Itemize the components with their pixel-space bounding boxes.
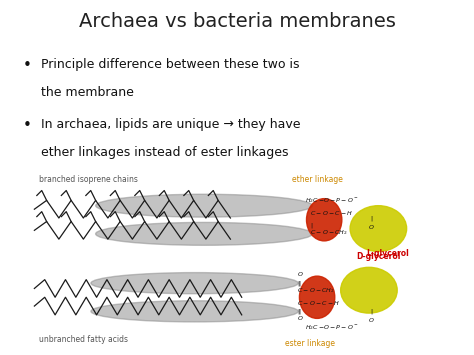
Text: $O$: $O$ bbox=[297, 315, 303, 322]
Ellipse shape bbox=[307, 199, 342, 241]
Text: branched isoprene chains: branched isoprene chains bbox=[39, 175, 138, 184]
Text: $|$: $|$ bbox=[370, 213, 373, 223]
Text: $O$: $O$ bbox=[368, 223, 374, 231]
Ellipse shape bbox=[96, 194, 312, 217]
Ellipse shape bbox=[300, 276, 335, 318]
Text: $\|$: $\|$ bbox=[297, 307, 301, 316]
Text: ester linkage: ester linkage bbox=[285, 339, 335, 348]
Text: $|$: $|$ bbox=[310, 220, 313, 230]
Ellipse shape bbox=[350, 206, 407, 251]
Text: ether linkage: ether linkage bbox=[292, 175, 343, 184]
Text: $|$: $|$ bbox=[370, 307, 373, 316]
Text: L-glycerol: L-glycerol bbox=[366, 249, 409, 258]
Text: $C-O-C-H$: $C-O-C-H$ bbox=[297, 299, 340, 306]
Text: $C-O-CH_2$: $C-O-CH_2$ bbox=[310, 228, 348, 236]
Text: $-O-P-O^-$: $-O-P-O^-$ bbox=[318, 323, 359, 331]
Text: $C-O-C-H$: $C-O-C-H$ bbox=[310, 209, 353, 217]
Text: ether linkages instead of ester linkages: ether linkages instead of ester linkages bbox=[41, 146, 289, 159]
Text: Archaea vs bacteria membranes: Archaea vs bacteria membranes bbox=[79, 12, 395, 31]
Ellipse shape bbox=[96, 223, 312, 245]
Text: •: • bbox=[23, 58, 31, 73]
Ellipse shape bbox=[91, 273, 298, 294]
Text: $O$: $O$ bbox=[297, 271, 303, 278]
Text: Principle difference between these two is: Principle difference between these two i… bbox=[41, 58, 300, 71]
Text: the membrane: the membrane bbox=[41, 86, 134, 99]
Text: $-O-P-O^-$: $-O-P-O^-$ bbox=[318, 196, 359, 204]
Text: $O$: $O$ bbox=[368, 316, 374, 324]
Text: D-glycerol: D-glycerol bbox=[356, 252, 401, 261]
Text: •: • bbox=[23, 118, 31, 133]
Text: $H_2C$: $H_2C$ bbox=[305, 196, 319, 205]
Text: In archaea, lipids are unique → they have: In archaea, lipids are unique → they hav… bbox=[41, 118, 301, 131]
Text: $\|$: $\|$ bbox=[297, 279, 301, 288]
Ellipse shape bbox=[341, 267, 397, 313]
Text: $C-O-CH_2$: $C-O-CH_2$ bbox=[297, 286, 335, 295]
Text: $H_2C$: $H_2C$ bbox=[305, 323, 319, 332]
Ellipse shape bbox=[91, 301, 298, 322]
Text: unbranched fatty acids: unbranched fatty acids bbox=[39, 335, 128, 344]
